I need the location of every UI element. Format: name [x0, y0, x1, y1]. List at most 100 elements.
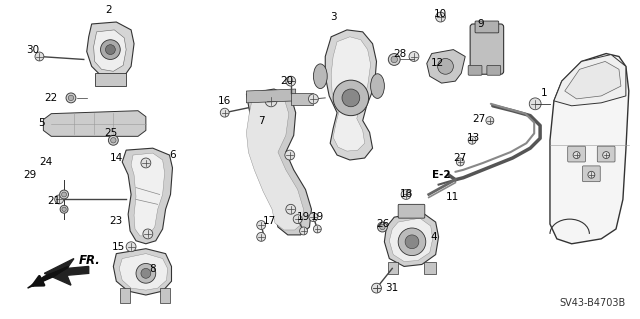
Circle shape: [405, 235, 419, 249]
Circle shape: [391, 56, 397, 63]
Text: 25: 25: [105, 128, 118, 138]
Text: E-2: E-2: [432, 170, 451, 180]
Circle shape: [68, 95, 74, 100]
Text: 19: 19: [297, 212, 310, 222]
Circle shape: [286, 76, 296, 86]
Circle shape: [314, 225, 321, 233]
Text: 4: 4: [430, 232, 437, 242]
Polygon shape: [385, 212, 438, 266]
FancyBboxPatch shape: [487, 65, 500, 75]
Text: 17: 17: [262, 216, 276, 226]
Text: 5: 5: [38, 117, 45, 128]
Circle shape: [300, 227, 307, 235]
Polygon shape: [119, 254, 168, 290]
Circle shape: [308, 94, 318, 104]
Ellipse shape: [371, 74, 385, 98]
Text: 13: 13: [467, 133, 480, 143]
Text: 26: 26: [376, 219, 389, 229]
Circle shape: [136, 263, 156, 283]
Circle shape: [603, 152, 609, 159]
Text: 21: 21: [47, 197, 61, 206]
Polygon shape: [331, 37, 371, 151]
Text: 14: 14: [109, 153, 123, 163]
Circle shape: [285, 150, 294, 160]
Circle shape: [62, 207, 66, 211]
Polygon shape: [113, 249, 172, 295]
Text: 27: 27: [472, 114, 486, 123]
Polygon shape: [427, 50, 465, 83]
Text: 12: 12: [431, 58, 444, 68]
Circle shape: [265, 95, 277, 107]
Text: 10: 10: [434, 9, 447, 19]
Text: 24: 24: [40, 157, 53, 167]
Circle shape: [529, 98, 541, 110]
Circle shape: [61, 192, 67, 197]
Circle shape: [35, 52, 44, 61]
Circle shape: [342, 89, 360, 107]
Text: FR.: FR.: [79, 254, 100, 267]
Circle shape: [436, 12, 445, 22]
Text: 8: 8: [150, 264, 156, 274]
Text: 11: 11: [446, 192, 459, 203]
Circle shape: [293, 215, 302, 224]
Circle shape: [100, 40, 120, 59]
FancyBboxPatch shape: [398, 204, 425, 218]
Circle shape: [380, 224, 385, 230]
Text: 9: 9: [477, 19, 484, 29]
Text: 20: 20: [280, 76, 293, 86]
Circle shape: [573, 152, 580, 159]
Polygon shape: [95, 73, 126, 86]
Polygon shape: [159, 288, 170, 303]
Polygon shape: [550, 54, 629, 244]
Text: 28: 28: [394, 48, 407, 59]
Text: 29: 29: [23, 170, 36, 180]
Text: 2: 2: [105, 5, 112, 15]
Circle shape: [398, 228, 426, 256]
Circle shape: [66, 93, 76, 103]
Polygon shape: [389, 218, 433, 262]
Polygon shape: [325, 30, 376, 160]
Circle shape: [378, 222, 387, 232]
Circle shape: [286, 77, 295, 85]
Polygon shape: [44, 111, 146, 136]
Text: 19: 19: [311, 212, 324, 222]
Polygon shape: [44, 259, 89, 285]
Circle shape: [126, 242, 136, 252]
Circle shape: [456, 158, 464, 166]
Polygon shape: [120, 288, 130, 303]
Polygon shape: [424, 263, 436, 274]
Text: 6: 6: [169, 150, 176, 160]
FancyBboxPatch shape: [568, 146, 586, 162]
Circle shape: [220, 108, 229, 117]
Polygon shape: [131, 153, 164, 236]
Circle shape: [409, 52, 419, 62]
FancyBboxPatch shape: [470, 24, 504, 74]
Circle shape: [54, 195, 63, 204]
Ellipse shape: [314, 64, 327, 89]
Circle shape: [372, 283, 381, 293]
Circle shape: [141, 158, 151, 168]
Text: 31: 31: [386, 283, 399, 293]
Polygon shape: [246, 95, 303, 230]
FancyBboxPatch shape: [582, 166, 600, 182]
FancyBboxPatch shape: [597, 146, 615, 162]
Text: 7: 7: [258, 115, 264, 126]
Polygon shape: [246, 89, 296, 103]
Circle shape: [468, 136, 476, 144]
Circle shape: [372, 284, 381, 293]
Polygon shape: [93, 30, 126, 71]
Circle shape: [60, 205, 68, 213]
Circle shape: [111, 137, 116, 143]
Text: 1: 1: [541, 88, 547, 98]
Circle shape: [388, 54, 400, 65]
Text: SV43-B4703B: SV43-B4703B: [560, 298, 626, 308]
Text: 22: 22: [45, 93, 58, 103]
Text: 30: 30: [26, 45, 39, 55]
Circle shape: [106, 45, 115, 55]
Circle shape: [309, 213, 318, 222]
Circle shape: [141, 268, 151, 278]
Text: 16: 16: [218, 96, 231, 106]
Text: 27: 27: [454, 153, 467, 163]
FancyBboxPatch shape: [475, 21, 499, 33]
Circle shape: [438, 58, 453, 74]
